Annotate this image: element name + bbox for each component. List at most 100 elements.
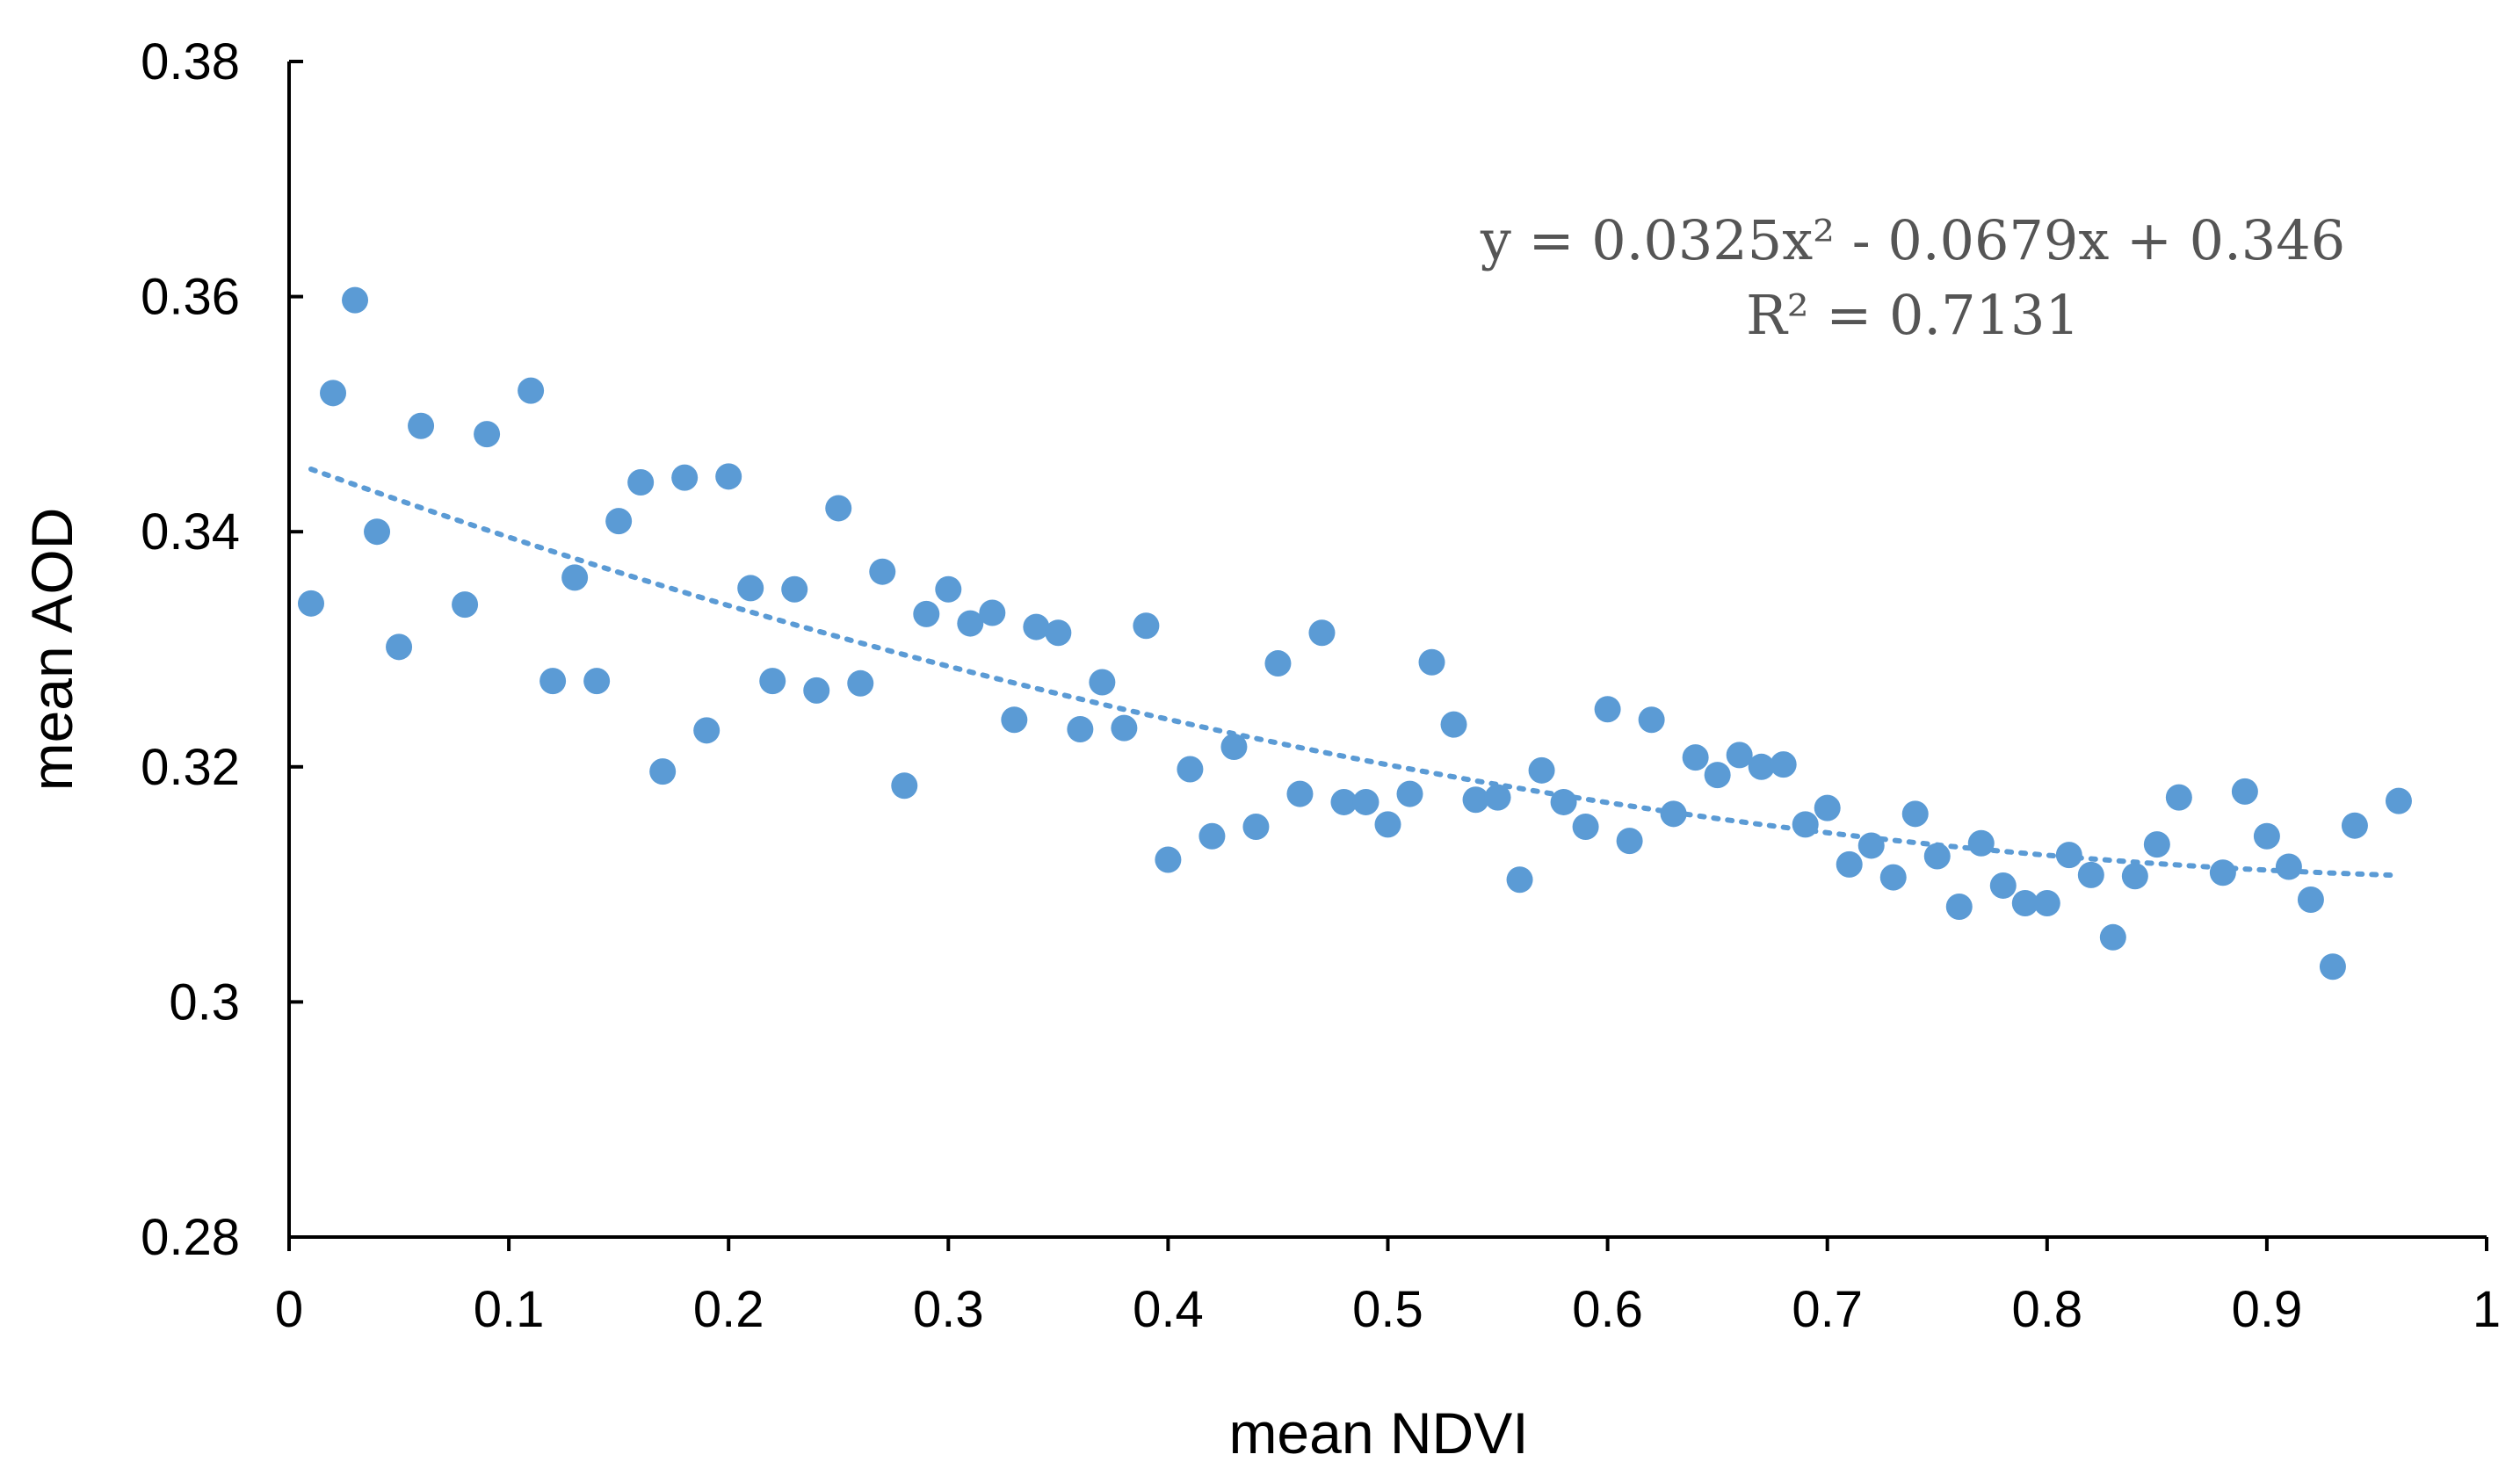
data-point bbox=[1462, 786, 1489, 814]
data-point bbox=[1792, 811, 1819, 838]
trendline-layer bbox=[308, 467, 2401, 879]
data-point bbox=[1704, 762, 1731, 789]
data-point bbox=[2209, 859, 2236, 886]
data-point bbox=[2077, 861, 2104, 888]
data-point bbox=[627, 469, 655, 496]
data-point bbox=[1396, 780, 1423, 807]
data-point bbox=[320, 380, 347, 407]
x-tick-label: 0.2 bbox=[693, 1281, 764, 1338]
data-point bbox=[1220, 734, 1248, 761]
data-point bbox=[1198, 822, 1226, 850]
data-point bbox=[1023, 613, 1050, 640]
data-point bbox=[1177, 756, 1204, 783]
data-point bbox=[737, 575, 764, 602]
data-point bbox=[1133, 612, 1160, 640]
data-point bbox=[803, 677, 830, 704]
x-tick-label: 0.5 bbox=[1352, 1281, 1423, 1338]
data-point bbox=[1330, 788, 1358, 815]
data-point bbox=[474, 421, 501, 448]
data-point bbox=[2055, 842, 2082, 869]
x-tick-label: 1 bbox=[2473, 1281, 2501, 1338]
x-tick-label: 0.6 bbox=[1572, 1281, 1643, 1338]
data-point bbox=[847, 669, 874, 697]
data-point bbox=[1089, 669, 1116, 696]
data-point bbox=[2385, 787, 2412, 814]
data-point bbox=[1550, 788, 1577, 815]
data-point bbox=[1506, 866, 1533, 894]
data-point bbox=[1440, 711, 1467, 738]
data-point bbox=[2341, 812, 2368, 839]
data-point bbox=[1155, 846, 1182, 873]
data-point bbox=[2011, 890, 2038, 917]
data-point bbox=[1638, 706, 1665, 734]
data-point bbox=[935, 575, 962, 603]
data-point bbox=[1879, 864, 1907, 891]
data-point bbox=[1836, 850, 1863, 878]
data-point bbox=[1616, 828, 1643, 855]
data-point bbox=[2253, 822, 2280, 850]
data-point bbox=[1264, 650, 1292, 677]
x-tick-label: 0.8 bbox=[2011, 1281, 2082, 1338]
data-point bbox=[1572, 814, 1599, 841]
data-point bbox=[1770, 751, 1797, 778]
trendline bbox=[308, 467, 2401, 879]
y-tick-labels: 0.28 0.3 0.32 0.34 0.36 0.38 bbox=[141, 33, 240, 1266]
data-point bbox=[605, 508, 633, 535]
data-point bbox=[1901, 800, 1929, 828]
data-point bbox=[1989, 872, 2017, 899]
data-point bbox=[1484, 784, 1511, 811]
x-tick-label: 0 bbox=[275, 1281, 303, 1338]
y-tick-label: 0.3 bbox=[169, 973, 240, 1031]
data-point bbox=[1814, 794, 1841, 821]
data-point bbox=[452, 591, 479, 619]
data-point bbox=[2319, 953, 2346, 981]
data-point bbox=[1308, 619, 1336, 647]
y-tick-label: 0.38 bbox=[141, 33, 240, 90]
data-point bbox=[781, 575, 808, 603]
data-point bbox=[759, 668, 786, 695]
axis-ticks bbox=[287, 60, 2488, 1251]
data-point bbox=[1857, 832, 1885, 859]
data-point bbox=[693, 717, 721, 744]
x-axis-title: mean NDVI bbox=[1228, 1400, 1528, 1465]
data-point bbox=[298, 590, 325, 617]
x-tick-label: 0.1 bbox=[474, 1281, 545, 1338]
data-point bbox=[2099, 923, 2126, 951]
data-point bbox=[364, 518, 391, 546]
data-point bbox=[408, 412, 435, 439]
data-point bbox=[1528, 756, 1555, 784]
data-point bbox=[1418, 648, 1445, 676]
data-points-layer bbox=[298, 286, 2412, 981]
data-point bbox=[1111, 714, 1138, 742]
data-point bbox=[1682, 744, 1709, 771]
y-tick-label: 0.28 bbox=[141, 1209, 240, 1266]
y-tick-label: 0.34 bbox=[141, 503, 240, 561]
data-point bbox=[869, 558, 896, 585]
data-point bbox=[2143, 831, 2170, 858]
data-point bbox=[715, 463, 742, 490]
data-point bbox=[2121, 863, 2148, 890]
data-point bbox=[825, 495, 852, 522]
data-point bbox=[891, 772, 918, 800]
data-point bbox=[518, 377, 545, 404]
data-point bbox=[2275, 853, 2302, 880]
x-tick-labels: 0 0.1 0.2 0.3 0.4 0.5 0.6 0.7 0.8 0.9 1 bbox=[275, 1281, 2501, 1338]
trendline-equation: y = 0.0325x² - 0.0679x + 0.346 bbox=[1480, 208, 2345, 272]
data-point bbox=[386, 633, 413, 661]
data-point bbox=[1594, 696, 1621, 723]
y-tick-label: 0.32 bbox=[141, 739, 240, 796]
data-point bbox=[913, 600, 940, 627]
data-point bbox=[957, 610, 984, 637]
x-tick-label: 0.3 bbox=[913, 1281, 984, 1338]
data-point bbox=[1374, 811, 1401, 838]
data-point bbox=[1923, 843, 1951, 870]
x-tick-label: 0.7 bbox=[1792, 1281, 1863, 1338]
data-point bbox=[583, 668, 611, 695]
y-tick-label: 0.36 bbox=[141, 269, 240, 326]
data-point bbox=[1945, 894, 1973, 921]
data-point bbox=[2165, 784, 2192, 811]
data-point bbox=[1067, 715, 1094, 742]
data-point bbox=[2231, 778, 2258, 805]
data-point bbox=[1286, 780, 1314, 807]
